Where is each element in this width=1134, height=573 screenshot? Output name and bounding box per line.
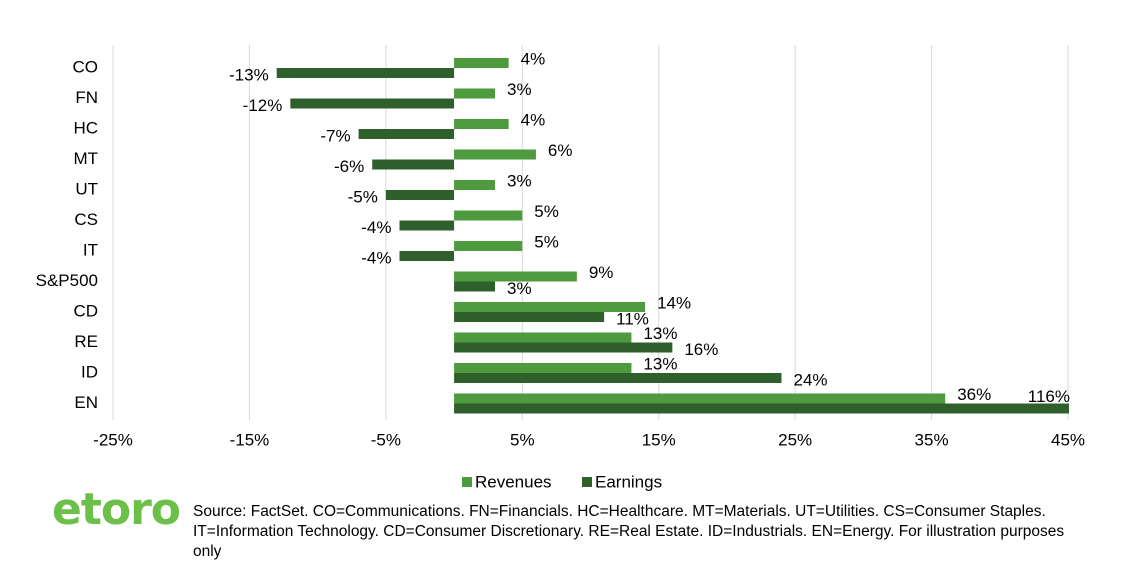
bar: [454, 312, 605, 322]
x-tick-label: 45%: [1051, 430, 1085, 449]
value-label: 4%: [521, 49, 546, 68]
x-tick-label: -25%: [93, 430, 133, 449]
value-label: -5%: [348, 187, 378, 206]
logo: etoro: [52, 484, 181, 535]
bar: [454, 373, 782, 383]
value-label: 11%: [616, 309, 649, 328]
x-tick-label: 35%: [915, 430, 949, 449]
bar: [454, 363, 632, 373]
value-label: 4%: [521, 110, 546, 129]
x-tick-label: -15%: [230, 430, 270, 449]
y-tick-label: UT: [75, 179, 98, 198]
value-label: 24%: [794, 370, 828, 389]
value-label: 13%: [643, 354, 677, 373]
value-label: 16%: [684, 340, 718, 359]
value-label: 5%: [534, 202, 559, 221]
y-tick-label: RE: [74, 332, 98, 351]
legend-swatch: [582, 477, 592, 487]
y-tick-label: ID: [81, 362, 98, 381]
y-tick-label: MT: [73, 149, 98, 168]
value-label: -7%: [320, 126, 350, 145]
bar: [454, 241, 523, 251]
y-tick-label: S&P500: [36, 271, 98, 290]
value-label: -13%: [229, 65, 269, 84]
bar: [399, 220, 455, 231]
value-label: 13%: [643, 324, 677, 343]
bar: [399, 251, 455, 261]
value-label: -4%: [361, 218, 391, 237]
bar: [454, 281, 495, 292]
legend-swatch: [462, 477, 472, 487]
value-label: 5%: [534, 232, 559, 251]
value-label: 116%: [1028, 387, 1070, 406]
x-tick-label: 15%: [642, 430, 676, 449]
y-tick-label: EN: [74, 393, 98, 412]
y-tick-label: CD: [73, 301, 98, 320]
bar: [454, 302, 646, 312]
bar: [276, 68, 455, 78]
bar: [454, 271, 577, 282]
bar: [454, 149, 536, 160]
y-tick-label: HC: [73, 118, 98, 137]
bar: [454, 180, 495, 190]
bar: [454, 88, 495, 99]
y-tick-label: FN: [75, 88, 98, 107]
y-tick-label: CO: [73, 57, 99, 76]
value-label: 3%: [507, 80, 532, 99]
bar: [454, 58, 509, 68]
value-label: 36%: [957, 385, 991, 404]
bar: [454, 332, 632, 343]
y-tick-label: CS: [74, 210, 98, 229]
x-tick-label: 25%: [778, 430, 812, 449]
bar: [454, 210, 523, 221]
bar: [454, 393, 946, 404]
value-label: 3%: [507, 171, 532, 190]
value-label: 6%: [548, 141, 573, 160]
value-label: 14%: [657, 293, 691, 312]
bar: [454, 342, 673, 353]
plot-area: [276, 58, 1069, 414]
legend-label: Earnings: [595, 472, 662, 491]
x-tick-label: -5%: [371, 430, 401, 449]
bar: [372, 159, 455, 170]
x-tick-label: 5%: [510, 430, 535, 449]
source-note: Source: FactSet. CO=Communications. FN=F…: [193, 503, 1065, 560]
legend-label: Revenues: [475, 472, 552, 491]
value-label: 9%: [589, 263, 614, 282]
value-label: 3%: [507, 279, 532, 298]
bar: [454, 119, 509, 129]
value-label: -12%: [243, 96, 283, 115]
value-label: -4%: [361, 248, 391, 267]
value-label: -6%: [334, 157, 364, 176]
bar: [358, 129, 455, 139]
bar: [454, 403, 1069, 414]
bar: [290, 98, 455, 109]
bar: [385, 190, 455, 200]
y-tick-label: IT: [83, 240, 98, 259]
